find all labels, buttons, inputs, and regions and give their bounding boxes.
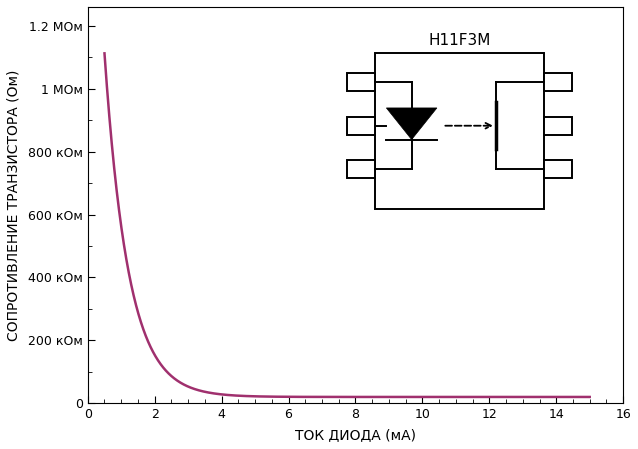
Polygon shape [387, 108, 437, 140]
Bar [347, 160, 375, 178]
Bar [347, 73, 375, 91]
Bar [544, 117, 572, 135]
X-axis label: ТОК ДИОДА (мА): ТОК ДИОДА (мА) [295, 428, 416, 442]
Bar [544, 73, 572, 91]
Y-axis label: СОПРОТИВЛЕНИЕ ТРАНЗИСТОРА (Ом): СОПРОТИВЛЕНИЕ ТРАНЗИСТОРА (Ом) [7, 70, 21, 341]
Text: H11F3M: H11F3M [428, 33, 491, 48]
Bar [375, 53, 544, 209]
Bar [544, 160, 572, 178]
Bar [347, 117, 375, 135]
